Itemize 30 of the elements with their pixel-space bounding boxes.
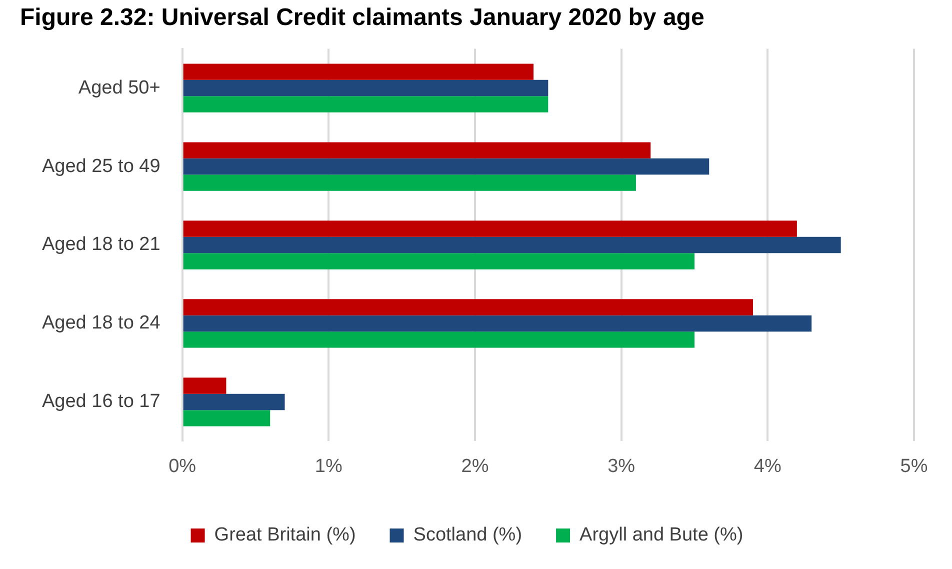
legend-label: Argyll and Bute (%) [580,524,744,546]
bar [183,236,841,254]
bar [183,378,226,394]
y-tick-label: Aged 16 to 17 [42,391,160,412]
chart-title: Figure 2.32: Universal Credit claimants January 2020 by age [20,4,704,32]
bar [183,96,548,112]
bar [183,80,548,96]
bar [183,142,651,158]
bar [183,299,754,316]
x-tick-label: 2% [461,456,489,477]
bar [183,220,797,237]
bar [183,410,270,426]
y-tick-label: Aged 25 to 49 [42,156,160,177]
legend-label: Scotland (%) [413,524,522,546]
x-tick-label: 4% [754,456,782,477]
bar [183,315,812,332]
x-tick-label: 5% [900,456,928,477]
bar [183,332,694,348]
y-tick-label: Aged 18 to 21 [42,234,160,256]
bar [183,64,534,80]
bar [183,394,285,410]
x-tick-label: 0% [168,456,196,477]
bar [183,253,694,270]
bar [183,174,636,191]
x-tick-label: 1% [314,456,342,477]
legend-label: Great Britain (%) [214,524,356,546]
y-tick-label: Aged 50+ [78,77,160,98]
y-tick-label: Aged 18 to 24 [42,312,161,334]
bar [183,158,710,175]
x-tick-label: 3% [608,456,636,477]
